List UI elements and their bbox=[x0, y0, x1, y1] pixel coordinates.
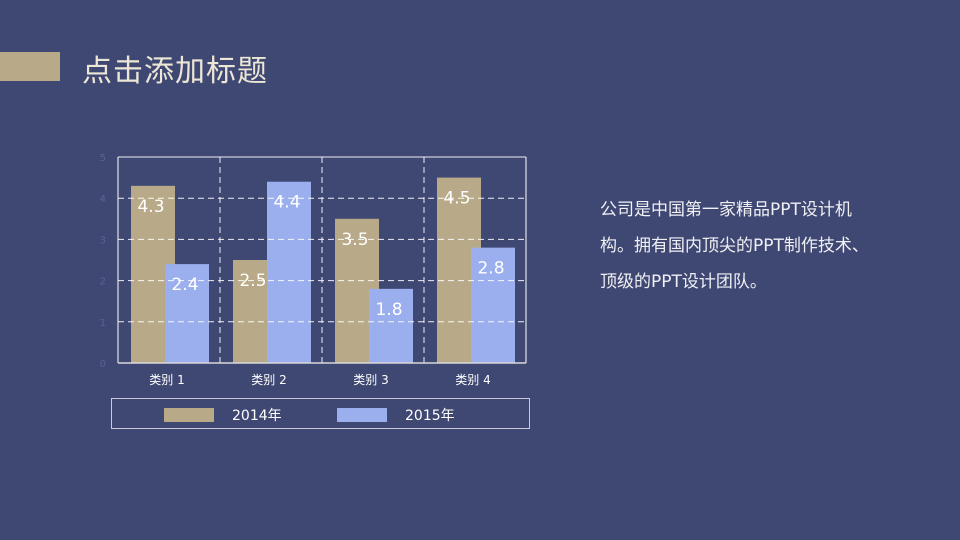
data-label: 2.8 bbox=[477, 259, 504, 279]
data-label: 4.5 bbox=[443, 189, 470, 209]
slide-title: 点击添加标题 bbox=[82, 54, 268, 89]
x-tick-label: 类别 4 bbox=[455, 373, 490, 387]
legend-swatch-2015 bbox=[337, 407, 387, 422]
y-tick-label: 3 bbox=[100, 235, 106, 246]
data-label: 4.4 bbox=[273, 193, 300, 213]
data-label: 1.8 bbox=[375, 300, 402, 320]
y-tick-label: 0 bbox=[100, 359, 106, 370]
y-tick-label: 5 bbox=[100, 153, 106, 164]
legend-item-2015: 2015年 bbox=[337, 399, 455, 430]
legend-swatch-2014 bbox=[164, 407, 214, 422]
x-tick-label: 类别 2 bbox=[251, 373, 286, 387]
legend-label-2015: 2015年 bbox=[405, 407, 455, 424]
bar-2015-cat4 bbox=[471, 247, 515, 363]
title-accent-bar bbox=[0, 52, 60, 81]
data-label: 4.3 bbox=[137, 197, 164, 217]
x-tick-label: 类别 3 bbox=[353, 373, 388, 387]
y-tick-label: 4 bbox=[100, 194, 106, 205]
bar-2015-cat2 bbox=[267, 181, 311, 363]
data-label: 2.4 bbox=[171, 275, 198, 295]
legend-item-2014: 2014年 bbox=[164, 399, 282, 430]
y-tick-label: 1 bbox=[100, 318, 106, 329]
x-tick-label: 类别 1 bbox=[149, 373, 184, 387]
y-tick-label: 2 bbox=[100, 277, 106, 288]
data-label: 3.5 bbox=[341, 230, 368, 250]
description-text: 公司是中国第一家精品PPT设计机构。拥有国内顶尖的PPT制作技术、顶级的PPT设… bbox=[600, 200, 869, 292]
legend-label-2014: 2014年 bbox=[232, 407, 282, 424]
chart-legend: 2014年 2015年 bbox=[111, 398, 530, 429]
data-label: 2.5 bbox=[239, 271, 266, 291]
bar-2015-cat3 bbox=[369, 288, 413, 363]
